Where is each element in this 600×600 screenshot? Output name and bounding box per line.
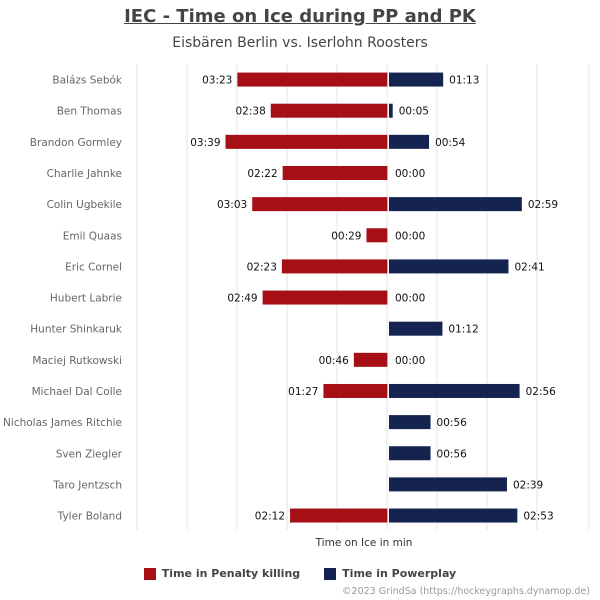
diverging-bar-chart: Balázs Sebók 03:23 01:13 Ben Thomas 02:38 00:…: [3, 64, 590, 549]
x-axis-label: Time on Ice in min: [315, 537, 413, 549]
data-label-pp: 01:12: [448, 324, 478, 336]
legend-label-pp: Time in Powerplay: [342, 567, 457, 580]
bar-pk: [237, 72, 388, 87]
data-label-pk: 03:23: [202, 75, 232, 87]
bar-pk: [290, 508, 388, 523]
data-label-pk: 03:39: [190, 137, 220, 149]
bar-pk: [252, 197, 388, 212]
data-label-pp: 00:54: [435, 137, 466, 149]
category-label: Ben Thomas: [57, 106, 122, 118]
data-label-pp: 00:00: [395, 293, 425, 305]
data-label-pp: 00:56: [437, 417, 468, 429]
data-label-pp: 00:00: [395, 168, 425, 180]
bar-pp: [389, 197, 522, 212]
legend-swatch-pp: [324, 567, 337, 580]
data-label-pp: 02:41: [514, 261, 544, 273]
bar-pp: [389, 415, 431, 430]
bar-pp: [389, 477, 507, 492]
data-label-pp: 00:05: [399, 106, 429, 118]
category-label: Colin Ugbekile: [47, 199, 122, 211]
bar-pk: [353, 352, 388, 367]
bar-pk: [366, 228, 388, 243]
data-label-pp: 00:00: [395, 355, 425, 367]
bar-pk: [270, 103, 388, 118]
category-label: Hunter Shinkaruk: [30, 324, 123, 336]
data-label-pk: 03:03: [217, 199, 247, 211]
legend-item-pp: Time in Powerplay: [324, 567, 456, 580]
credit-text: ©2023 GrindSa (https://hockeygraphs.dyna…: [342, 586, 590, 597]
category-label: Tyler Boland: [57, 511, 122, 523]
data-label-pk: 00:29: [331, 230, 361, 242]
bar-pp: [389, 383, 520, 398]
data-label-pp: 02:53: [523, 511, 553, 523]
data-label-pp: 02:56: [526, 386, 557, 398]
data-label-pk: 02:12: [255, 511, 285, 523]
bar-pk: [225, 134, 388, 149]
bar-pk: [282, 165, 388, 180]
category-label: Eric Cornel: [65, 261, 122, 273]
data-label-pk: 02:23: [247, 261, 277, 273]
data-label-pp: 00:00: [395, 230, 425, 242]
bar-pp: [389, 72, 444, 87]
category-label: Taro Jentzsch: [52, 479, 122, 491]
category-label: Charlie Jahnke: [47, 168, 122, 180]
data-label-pk: 02:22: [247, 168, 277, 180]
legend-swatch-pk: [143, 567, 156, 580]
data-label-pp: 00:56: [437, 448, 468, 460]
legend: Time in Penalty killing Time in Powerpla…: [0, 567, 600, 580]
data-label-pk: 02:49: [227, 293, 257, 305]
category-label: Balázs Sebók: [52, 75, 123, 87]
data-label-pp: 02:59: [528, 199, 558, 211]
bar-pp: [389, 103, 393, 118]
bar-pp: [389, 321, 443, 336]
category-label: Hubert Labrie: [50, 293, 122, 305]
bar-pp: [389, 446, 431, 461]
bar-pk: [281, 259, 388, 274]
legend-label-pk: Time in Penalty killing: [161, 567, 301, 580]
category-label: Brandon Gormley: [30, 137, 122, 149]
bar-pk: [262, 290, 388, 305]
chart-subtitle: Eisbären Berlin vs. Iserlohn Roosters: [172, 35, 428, 51]
chart-title: IEC - Time on Ice during PP and PK: [124, 6, 476, 27]
data-label-pp: 01:13: [449, 75, 479, 87]
bar-pk: [323, 383, 388, 398]
bar-pp: [389, 259, 509, 274]
data-label-pk: 01:27: [288, 386, 318, 398]
data-label-pk: 02:38: [235, 106, 265, 118]
category-label: Maciej Rutkowski: [32, 355, 122, 367]
legend-item-pk: Time in Penalty killing: [143, 567, 301, 580]
data-label-pp: 02:39: [513, 479, 543, 491]
category-label: Michael Dal Colle: [32, 386, 122, 398]
data-label-pk: 00:46: [319, 355, 350, 367]
category-label: Nicholas James Ritchie: [3, 417, 122, 429]
bar-pp: [389, 508, 518, 523]
category-label: Emil Quaas: [63, 230, 122, 242]
category-label: Sven Ziegler: [56, 448, 123, 460]
bar-pp: [389, 134, 430, 149]
